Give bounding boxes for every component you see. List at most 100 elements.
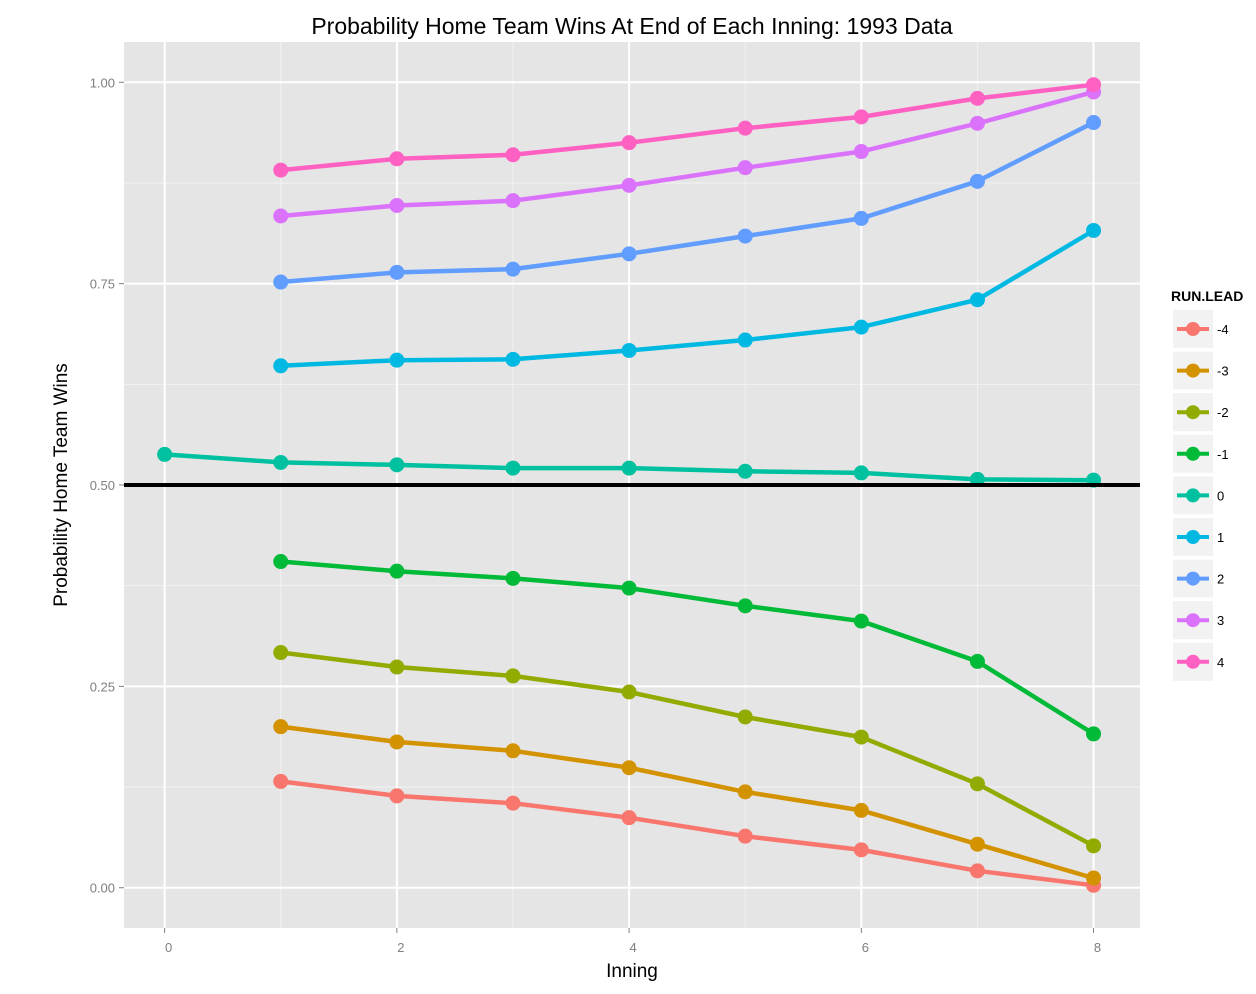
data-point-2: [505, 261, 521, 277]
data-point-1: [389, 352, 405, 368]
data-point-2: [737, 228, 753, 244]
series-line-4: [278, 82, 1096, 173]
axes: 0 2 4 6 8 0.00 0.25 0.50 0.75 1.00: [90, 75, 1101, 955]
series-line-1: [278, 228, 1096, 369]
legend: RUN.LEAD -4 -3 -2 -1 0 1 2 3 4: [1171, 288, 1243, 681]
data-point--1: [1086, 726, 1102, 742]
plot-panel: [124, 42, 1140, 928]
data-point--3: [969, 836, 985, 852]
data-point-3: [969, 115, 985, 131]
legend-label-1: 1: [1217, 530, 1224, 545]
data-point-0: [157, 446, 173, 462]
data-point-1: [621, 342, 637, 358]
data-point--2: [273, 645, 289, 661]
y-axis-title: Probability Home Team Wins: [51, 363, 72, 607]
data-point-2: [1086, 115, 1102, 131]
data-point--4: [969, 863, 985, 879]
data-point--1: [389, 563, 405, 579]
legend-label-3: 3: [1217, 613, 1224, 628]
data-point-3: [853, 144, 869, 160]
data-point--2: [1086, 838, 1102, 854]
y-tick-label: 0.50: [90, 478, 115, 493]
data-point-2: [853, 210, 869, 226]
legend-label--1: -1: [1217, 447, 1229, 462]
legend-key-point-0: [1186, 488, 1200, 503]
data-point-0: [853, 465, 869, 481]
series-line--3: [278, 724, 1096, 881]
data-point-4: [389, 151, 405, 167]
x-tick-label: 6: [862, 940, 869, 955]
data-point--3: [389, 734, 405, 750]
data-point--3: [1086, 870, 1102, 886]
data-point--4: [853, 842, 869, 858]
data-point-4: [273, 162, 289, 178]
series-line--4: [278, 779, 1096, 888]
data-point-3: [273, 208, 289, 224]
data-point--1: [737, 598, 753, 614]
y-tick-label: 0.75: [90, 277, 115, 292]
series-line-3: [278, 89, 1096, 219]
data-point-4: [969, 90, 985, 106]
legend-key-point-4: [1186, 654, 1200, 669]
x-tick-label: 8: [1094, 940, 1101, 955]
data-point-2: [273, 274, 289, 290]
data-point-4: [505, 147, 521, 163]
legend-key-point-2: [1186, 571, 1200, 586]
data-point-0: [273, 454, 289, 470]
x-tick-label: 0: [165, 940, 172, 955]
data-point-3: [737, 160, 753, 176]
data-point-4: [853, 109, 869, 125]
data-point--4: [273, 773, 289, 789]
data-point-0: [505, 460, 521, 476]
data-point-4: [737, 120, 753, 136]
data-point--3: [621, 760, 637, 776]
data-point-2: [969, 173, 985, 189]
legend-label--3: -3: [1217, 364, 1229, 379]
legend-key-point--4: [1186, 322, 1200, 336]
data-point-1: [1086, 222, 1102, 238]
data-point--1: [273, 554, 289, 570]
data-point-4: [621, 135, 637, 151]
y-tick-label: 0.25: [90, 679, 115, 694]
data-point--1: [505, 570, 521, 586]
data-point-3: [505, 193, 521, 209]
data-point-1: [505, 351, 521, 367]
data-point-1: [737, 332, 753, 348]
data-point--4: [505, 795, 521, 811]
data-point--4: [621, 810, 637, 826]
legend-key-point-1: [1186, 530, 1200, 544]
series-line--1: [278, 559, 1096, 737]
chart-title: Probability Home Team Wins At End of Eac…: [311, 13, 953, 39]
data-point-3: [389, 198, 405, 214]
x-axis-title: Inning: [606, 961, 658, 982]
data-point--1: [853, 613, 869, 629]
data-point-0: [389, 457, 405, 473]
data-point-2: [621, 246, 637, 262]
legend-key-point--2: [1186, 405, 1200, 420]
data-point--2: [969, 776, 985, 792]
data-point--2: [853, 729, 869, 745]
data-point--2: [389, 659, 405, 675]
data-point--2: [737, 709, 753, 725]
data-point-0: [621, 460, 637, 476]
data-point--2: [505, 668, 521, 684]
data-point--3: [853, 802, 869, 818]
data-point-1: [969, 292, 985, 308]
data-point-1: [273, 358, 289, 374]
legend-key-point--1: [1186, 446, 1200, 461]
series-line-2: [278, 120, 1096, 285]
data-point--4: [737, 828, 753, 844]
legend-key-point-3: [1186, 613, 1200, 628]
legend-label-0: 0: [1217, 488, 1224, 503]
data-point-1: [853, 319, 869, 335]
legend-title: RUN.LEAD: [1171, 288, 1243, 304]
data-point-4: [1086, 77, 1102, 93]
y-tick-label: 0.00: [90, 881, 115, 896]
legend-label--4: -4: [1217, 322, 1229, 337]
series-line--2: [278, 650, 1096, 849]
legend-label-4: 4: [1217, 655, 1224, 670]
data-point--3: [737, 784, 753, 800]
x-tick-label: 2: [397, 940, 404, 955]
data-point-3: [621, 177, 637, 193]
